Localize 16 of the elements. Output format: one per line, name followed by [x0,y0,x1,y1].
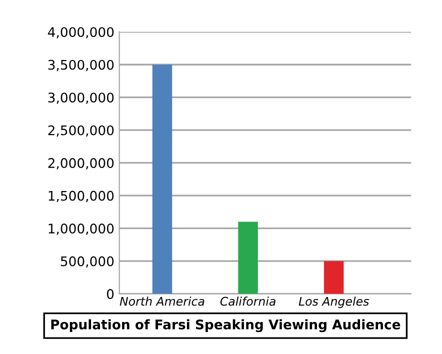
x-tick-label: Los Angeles [298,296,369,308]
bar [324,261,344,294]
y-tick-label: 1,500,000 [48,190,114,202]
text: Population of Farsi Speaking Viewing Audience [51,319,400,332]
y-tick-label: 3,000,000 [48,92,114,104]
y-tick-label: 4,000,000 [48,27,114,38]
y-tick-label: 1,000,000 [48,224,114,235]
y-tick-label: 2,500,000 [48,125,114,137]
y-tick-label: 0 [106,289,114,300]
x-tick-label: North America [120,296,204,306]
x-tick-label: California [220,296,276,306]
y-tick-label: 3,500,000 [48,60,114,72]
bar [152,64,172,294]
y-tick-label: 2,000,000 [48,158,114,170]
y-tick-label: 500,000 [60,256,114,268]
bar [238,222,258,294]
